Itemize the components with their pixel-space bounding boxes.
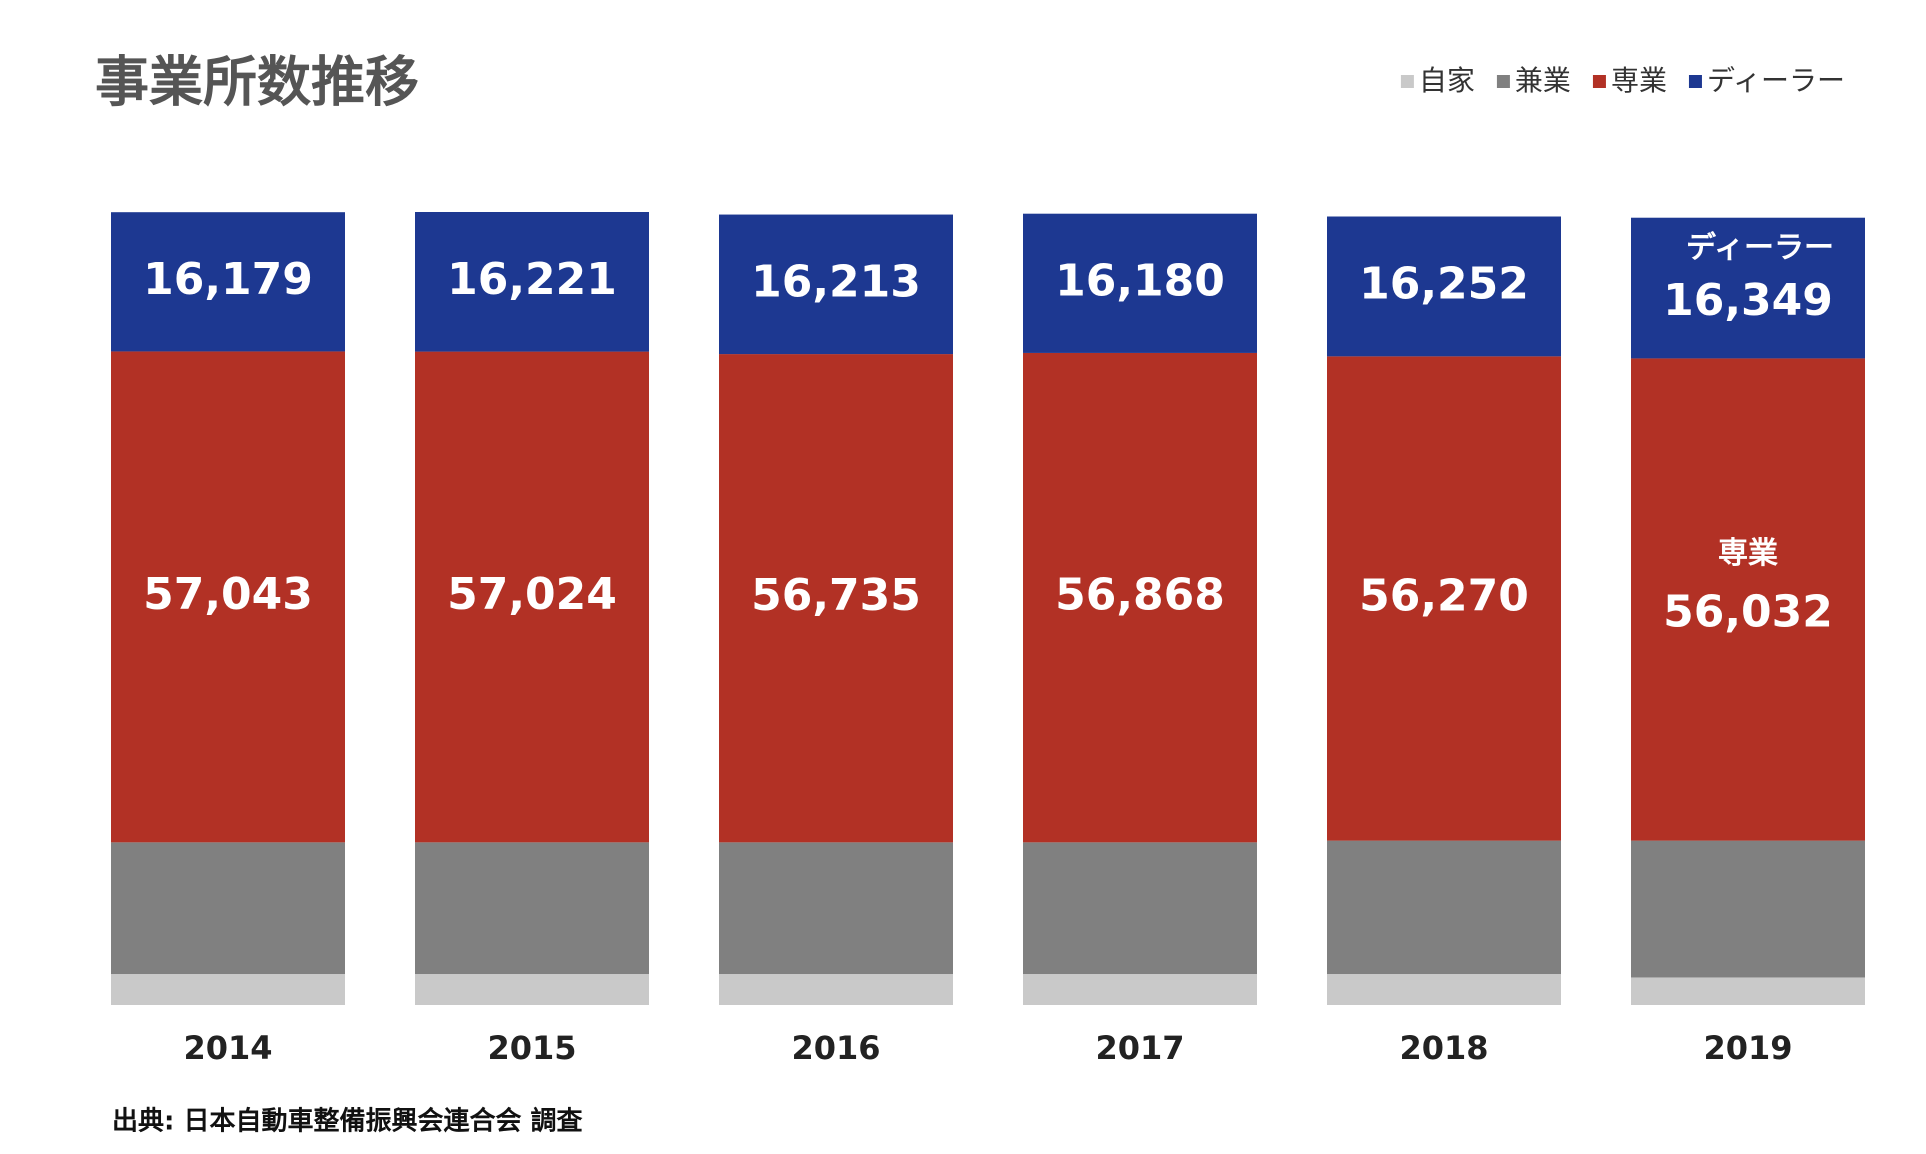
- legend-label: 専業: [1611, 64, 1667, 97]
- x-tick-label: 2015: [487, 1029, 576, 1067]
- value-label: 16,179: [143, 254, 313, 305]
- bar-segment: [111, 974, 345, 1005]
- value-label: 16,221: [447, 254, 617, 305]
- bar-segment: [1023, 352, 1257, 843]
- value-label: 16,180: [1055, 255, 1225, 306]
- value-label: 16,213: [751, 256, 921, 307]
- x-tick-label: 2016: [791, 1029, 880, 1067]
- x-tick-label: 2017: [1095, 1029, 1184, 1067]
- bar-segment: [111, 351, 345, 843]
- bar-segment: [1631, 840, 1865, 978]
- segment-name: ディーラー: [1686, 231, 1834, 266]
- bar-segment: [415, 212, 649, 352]
- value-label: 56,270: [1359, 570, 1529, 621]
- bar-segment: [1327, 974, 1561, 1005]
- x-tick-label: 2014: [183, 1029, 272, 1067]
- value-label: 57,043: [143, 569, 313, 620]
- bar-segment: [111, 842, 345, 975]
- source-note: 出典: 日本自動車整備振興会連合会 調査: [112, 1106, 583, 1137]
- legend-label: ディーラー: [1707, 64, 1845, 97]
- segment-name: 専業: [1718, 536, 1778, 571]
- bar-segment: [415, 974, 649, 1005]
- bar-segment: [719, 214, 953, 355]
- legend-label: 自家: [1419, 64, 1475, 97]
- bar-segment: [719, 842, 953, 975]
- value-label: 56,032: [1663, 587, 1833, 638]
- bar-segment: [1631, 217, 1865, 359]
- legend-swatch: [1400, 75, 1414, 88]
- bar-segment: [111, 212, 345, 352]
- value-label: 56,735: [751, 570, 921, 621]
- value-label: 16,349: [1663, 275, 1833, 326]
- bar-segment: [719, 354, 953, 843]
- bar-segment: [719, 974, 953, 1005]
- bar-segment: [1023, 842, 1257, 975]
- bar-segment: [1023, 213, 1257, 353]
- bar-segment: [1327, 356, 1561, 841]
- bar-segment: [1327, 840, 1561, 975]
- x-tick-label: 2018: [1399, 1029, 1488, 1067]
- value-label: 16,252: [1359, 258, 1529, 309]
- bar-segment: [415, 842, 649, 975]
- bar-segment: [1327, 216, 1561, 357]
- bar-segment: [415, 351, 649, 843]
- legend-swatch: [1592, 75, 1606, 88]
- chart-title: 事業所数推移: [95, 51, 419, 114]
- bar-segment: [1631, 977, 1865, 1005]
- legend-swatch: [1496, 75, 1510, 88]
- x-tick-label: 2019: [1703, 1029, 1792, 1067]
- legend-label: 兼業: [1515, 64, 1571, 97]
- bar-segment: [1631, 358, 1865, 841]
- bar-segment: [1023, 974, 1257, 1005]
- legend-swatch: [1688, 75, 1702, 88]
- value-label: 56,868: [1055, 570, 1225, 621]
- value-label: 57,024: [447, 569, 617, 620]
